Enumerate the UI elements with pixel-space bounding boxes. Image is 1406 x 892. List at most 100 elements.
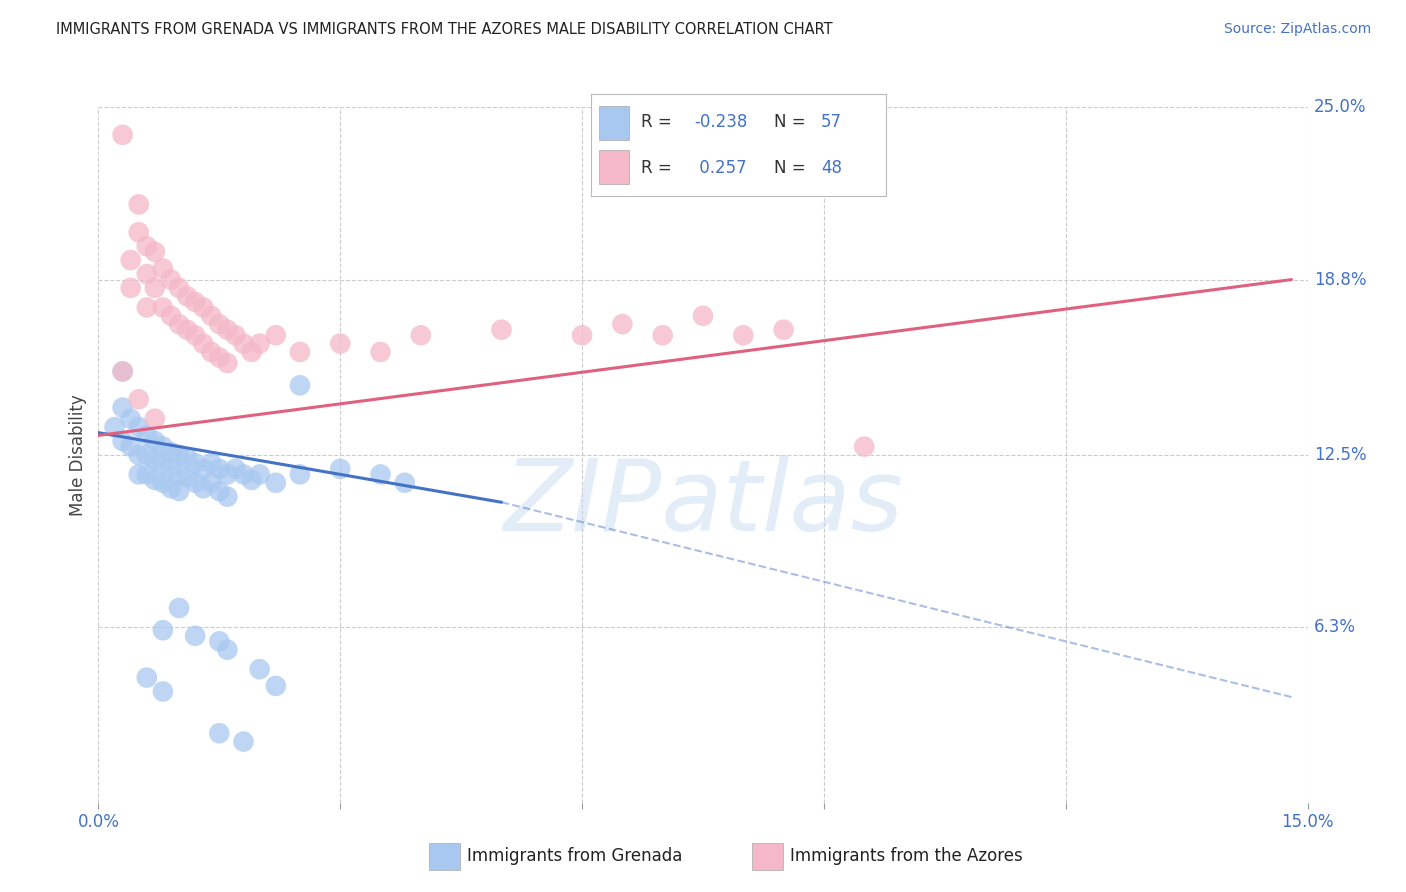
Point xyxy=(111,128,134,142)
Text: 6.3%: 6.3% xyxy=(1313,618,1355,637)
Point xyxy=(772,323,794,337)
Point xyxy=(232,734,254,748)
Point xyxy=(160,481,183,495)
Point xyxy=(167,317,190,331)
Y-axis label: Male Disability: Male Disability xyxy=(69,394,87,516)
Text: 57: 57 xyxy=(821,113,842,131)
Text: N =: N = xyxy=(773,159,810,177)
Point xyxy=(143,244,166,259)
Point xyxy=(135,301,157,315)
Point xyxy=(128,467,150,482)
Point xyxy=(152,475,174,490)
Point xyxy=(208,351,231,365)
Point xyxy=(200,475,222,490)
Point xyxy=(143,453,166,467)
Point xyxy=(176,470,198,484)
Point xyxy=(128,448,150,462)
Text: 25.0%: 25.0% xyxy=(1313,98,1367,116)
Text: Immigrants from Grenada: Immigrants from Grenada xyxy=(467,847,682,865)
Point xyxy=(329,336,352,351)
Point xyxy=(135,671,157,685)
Point xyxy=(651,328,673,343)
Text: 18.8%: 18.8% xyxy=(1313,270,1367,289)
Point xyxy=(224,328,246,343)
Bar xyxy=(599,106,628,140)
Text: ZIPatlas: ZIPatlas xyxy=(503,455,903,552)
Point xyxy=(208,484,231,499)
Point xyxy=(184,294,207,309)
Point xyxy=(208,317,231,331)
Point xyxy=(571,328,593,343)
Point xyxy=(152,261,174,276)
Point xyxy=(200,456,222,470)
Text: 48: 48 xyxy=(821,159,842,177)
Point xyxy=(264,328,287,343)
Text: Source: ZipAtlas.com: Source: ZipAtlas.com xyxy=(1223,22,1371,37)
Point xyxy=(135,467,157,482)
Point xyxy=(111,364,134,378)
Text: 12.5%: 12.5% xyxy=(1313,446,1367,464)
Point xyxy=(217,467,239,482)
Point xyxy=(394,475,416,490)
Point xyxy=(288,345,311,359)
Point xyxy=(193,462,215,476)
Text: R =: R = xyxy=(641,159,682,177)
Point xyxy=(111,434,134,448)
Point xyxy=(217,323,239,337)
Point xyxy=(135,267,157,281)
Text: Immigrants from the Azores: Immigrants from the Azores xyxy=(790,847,1024,865)
Point xyxy=(135,239,157,253)
Point xyxy=(853,440,876,454)
Point xyxy=(111,401,134,415)
Point xyxy=(208,462,231,476)
Point xyxy=(120,440,142,454)
Text: IMMIGRANTS FROM GRENADA VS IMMIGRANTS FROM THE AZORES MALE DISABILITY CORRELATIO: IMMIGRANTS FROM GRENADA VS IMMIGRANTS FR… xyxy=(56,22,832,37)
Point xyxy=(152,440,174,454)
Point xyxy=(152,456,174,470)
Point xyxy=(329,462,352,476)
Point xyxy=(200,309,222,323)
Point xyxy=(160,272,183,286)
Point xyxy=(184,328,207,343)
Point xyxy=(143,281,166,295)
Point xyxy=(612,317,634,331)
Bar xyxy=(599,150,628,184)
Point xyxy=(167,281,190,295)
Point xyxy=(143,434,166,448)
Point xyxy=(232,467,254,482)
Point xyxy=(264,679,287,693)
Point xyxy=(288,378,311,392)
Point xyxy=(111,364,134,378)
Point xyxy=(491,323,513,337)
Point xyxy=(193,481,215,495)
Point xyxy=(200,345,222,359)
Point xyxy=(152,301,174,315)
Point xyxy=(184,629,207,643)
Point xyxy=(288,467,311,482)
Point xyxy=(143,473,166,487)
Point xyxy=(240,473,263,487)
Point xyxy=(167,601,190,615)
Point xyxy=(184,475,207,490)
Point xyxy=(370,467,392,482)
Point xyxy=(135,448,157,462)
Text: -0.238: -0.238 xyxy=(695,113,747,131)
Point xyxy=(240,345,263,359)
Point xyxy=(409,328,432,343)
Point xyxy=(152,684,174,698)
Point xyxy=(217,490,239,504)
Point xyxy=(193,301,215,315)
Point xyxy=(128,197,150,211)
Point xyxy=(176,289,198,303)
Point xyxy=(160,462,183,476)
Point xyxy=(224,462,246,476)
Point xyxy=(167,484,190,499)
Point xyxy=(692,309,714,323)
Point xyxy=(135,428,157,442)
Point xyxy=(120,411,142,425)
Point xyxy=(103,420,125,434)
Point xyxy=(184,456,207,470)
Point xyxy=(733,328,755,343)
Point xyxy=(193,336,215,351)
Point xyxy=(217,356,239,370)
